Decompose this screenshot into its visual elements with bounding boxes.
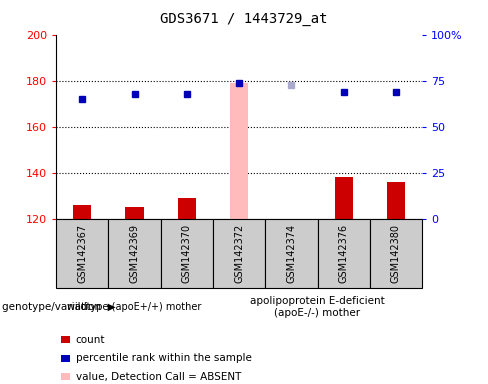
Bar xyxy=(178,198,196,219)
Text: apolipoprotein E-deficient
(apoE-/-) mother: apolipoprotein E-deficient (apoE-/-) mot… xyxy=(250,296,385,318)
Bar xyxy=(213,219,265,288)
Text: percentile rank within the sample: percentile rank within the sample xyxy=(76,353,251,363)
Bar xyxy=(265,219,318,288)
Text: GSM142369: GSM142369 xyxy=(129,224,140,283)
Bar xyxy=(387,182,405,219)
Bar xyxy=(56,219,108,288)
Bar xyxy=(73,205,91,219)
Text: count: count xyxy=(76,335,105,345)
Text: GSM142376: GSM142376 xyxy=(339,224,349,283)
Bar xyxy=(318,219,370,288)
Text: GSM142367: GSM142367 xyxy=(77,224,87,283)
Bar xyxy=(125,207,143,219)
Bar xyxy=(335,177,353,219)
Text: wildtype (apoE+/+) mother: wildtype (apoE+/+) mother xyxy=(67,302,202,312)
Bar xyxy=(370,219,422,288)
Bar xyxy=(161,219,213,288)
Bar xyxy=(108,219,161,288)
Text: GSM142374: GSM142374 xyxy=(286,224,296,283)
Text: value, Detection Call = ABSENT: value, Detection Call = ABSENT xyxy=(76,372,241,382)
Text: GSM142370: GSM142370 xyxy=(182,224,192,283)
Text: GSM142380: GSM142380 xyxy=(391,224,401,283)
Bar xyxy=(230,83,248,219)
Text: GSM142372: GSM142372 xyxy=(234,224,244,283)
Text: genotype/variation  ▶: genotype/variation ▶ xyxy=(2,302,116,312)
Text: GDS3671 / 1443729_at: GDS3671 / 1443729_at xyxy=(160,12,328,25)
